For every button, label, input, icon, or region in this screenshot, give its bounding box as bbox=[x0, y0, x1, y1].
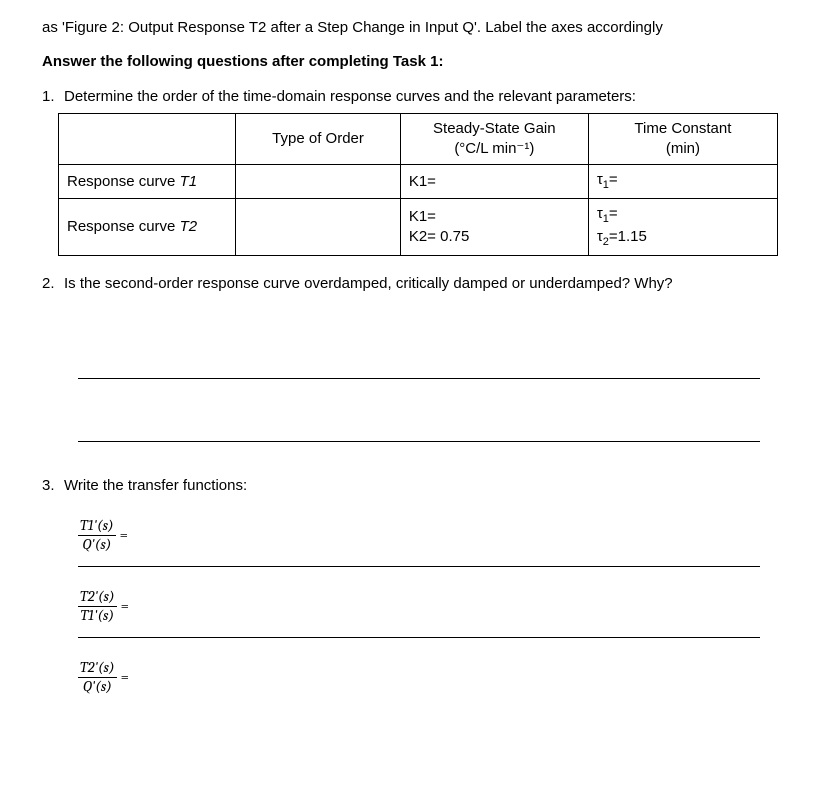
transfer-function-row-2: T2'(s) T1'(s) = bbox=[78, 581, 760, 638]
frac-den: Q'(s) bbox=[78, 678, 117, 695]
table-header-row: Type of Order Steady-State Gain (°C/L mi… bbox=[59, 113, 778, 165]
table-row: Response curve T2 K1= K2= 0.75 τ1= τ2=1.… bbox=[59, 199, 778, 256]
frac-den: T1'(s) bbox=[78, 607, 117, 624]
q1-text: Determine the order of the time-domain r… bbox=[64, 87, 776, 107]
q2-number: 2. bbox=[42, 274, 64, 294]
answer-heading: Answer the following questions after com… bbox=[42, 52, 776, 72]
question-1: 1. Determine the order of the time-domai… bbox=[42, 87, 776, 107]
header-time-l1: Time Constant bbox=[634, 120, 731, 137]
header-blank bbox=[59, 113, 236, 165]
row1-type bbox=[236, 165, 401, 199]
parameters-table-wrap: Type of Order Steady-State Gain (°C/L mi… bbox=[58, 113, 776, 256]
row2-time-l1: τ1= bbox=[597, 205, 618, 222]
question-2: 2. Is the second-order response curve ov… bbox=[42, 274, 776, 294]
row1-time-text: τ1= bbox=[597, 171, 618, 188]
row2-label: Response curve T2 bbox=[59, 199, 236, 256]
transfer-function-row-3: T2'(s) Q'(s) = bbox=[78, 652, 760, 708]
row1-time: τ1= bbox=[588, 165, 777, 199]
parameters-table: Type of Order Steady-State Gain (°C/L mi… bbox=[58, 113, 778, 256]
fraction-t2-t1: T2'(s) T1'(s) bbox=[78, 589, 117, 624]
frac-num: T1'(s) bbox=[78, 518, 116, 536]
frac-den: Q'(s) bbox=[78, 536, 116, 553]
q2-text: Is the second-order response curve overd… bbox=[64, 274, 776, 294]
question-3: 3. Write the transfer functions: bbox=[42, 476, 776, 496]
header-type: Type of Order bbox=[236, 113, 401, 165]
equals-sign: = bbox=[117, 596, 129, 616]
row2-time: τ1= τ2=1.15 bbox=[588, 199, 777, 256]
row2-type bbox=[236, 199, 401, 256]
equals-sign: = bbox=[117, 667, 129, 687]
row2-time-l2: τ2=1.15 bbox=[597, 228, 647, 245]
q3-text: Write the transfer functions: bbox=[64, 476, 776, 496]
transfer-function-row-1: T1'(s) Q'(s) = bbox=[78, 510, 760, 567]
row1-label: Response curve T1 bbox=[59, 165, 236, 199]
row2-gain-l2: K2= 0.75 bbox=[409, 228, 469, 245]
row1-label-text: Response curve T1 bbox=[67, 173, 197, 190]
row1-gain: K1= bbox=[400, 165, 588, 199]
q1-number: 1. bbox=[42, 87, 64, 107]
row2-gain: K1= K2= 0.75 bbox=[400, 199, 588, 256]
equals-sign: = bbox=[116, 525, 128, 545]
row2-gain-l1: K1= bbox=[409, 208, 436, 225]
q3-number: 3. bbox=[42, 476, 64, 496]
row2-label-text: Response curve T2 bbox=[67, 218, 197, 235]
answer-line bbox=[78, 316, 760, 379]
frac-num: T2'(s) bbox=[78, 660, 117, 678]
header-gain-l2: (°C/L min⁻¹) bbox=[454, 140, 534, 157]
fraction-t1-q: T1'(s) Q'(s) bbox=[78, 518, 116, 553]
q2-answer-lines bbox=[78, 316, 760, 442]
answer-line bbox=[78, 379, 760, 442]
header-time: Time Constant (min) bbox=[588, 113, 777, 165]
table-row: Response curve T1 K1= τ1= bbox=[59, 165, 778, 199]
fraction-t2-q: T2'(s) Q'(s) bbox=[78, 660, 117, 695]
intro-text: as 'Figure 2: Output Response T2 after a… bbox=[42, 18, 776, 38]
header-gain-l1: Steady-State Gain bbox=[433, 120, 556, 137]
header-gain: Steady-State Gain (°C/L min⁻¹) bbox=[400, 113, 588, 165]
intro-content: as 'Figure 2: Output Response T2 after a… bbox=[42, 19, 663, 36]
frac-num: T2'(s) bbox=[78, 589, 117, 607]
header-time-l2: (min) bbox=[666, 140, 700, 157]
